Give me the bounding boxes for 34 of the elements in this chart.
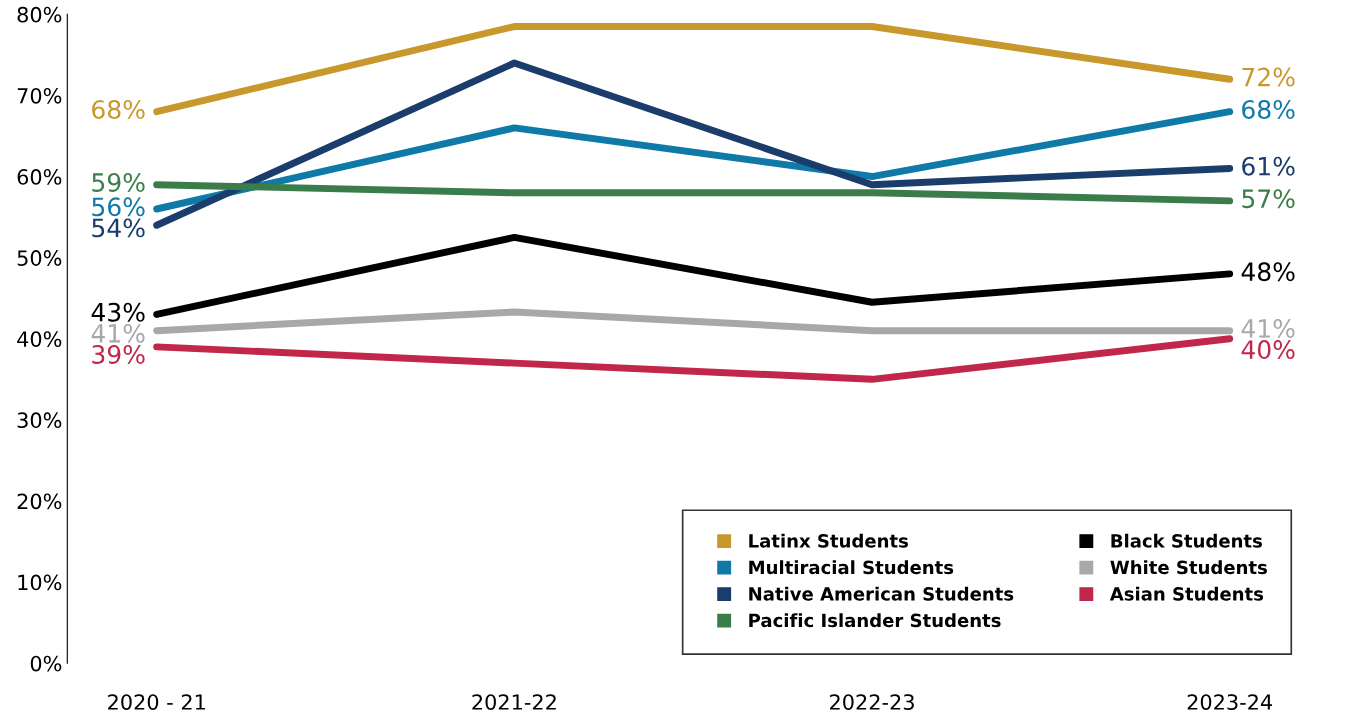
data-label: 57% bbox=[1242, 189, 1295, 209]
legend-label: White Students bbox=[1110, 560, 1267, 575]
y-tick-label: 10% bbox=[18, 574, 62, 591]
data-label: 54% bbox=[92, 218, 145, 238]
legend-label: Latinx Students bbox=[749, 533, 908, 548]
y-tick-label: 60% bbox=[17, 169, 62, 185]
data-label: 68% bbox=[1242, 100, 1295, 119]
y-tick-label: 40% bbox=[17, 331, 62, 347]
data-label: 40% bbox=[1241, 340, 1295, 360]
y-tick-label: 20% bbox=[17, 493, 62, 510]
data-label: 39% bbox=[92, 344, 145, 364]
data-label: 61% bbox=[1242, 156, 1295, 176]
y-tick-label: 80% bbox=[17, 6, 62, 23]
x-tick-label: 2021-22 bbox=[472, 694, 556, 710]
legend-label: Multiracial Students bbox=[749, 560, 954, 575]
data-label: 72% bbox=[1242, 67, 1295, 87]
data-label: 68% bbox=[92, 100, 145, 119]
legend-label: Asian Students bbox=[1109, 586, 1264, 601]
legend-label: Pacific Islander Students bbox=[749, 613, 1001, 628]
data-label: 41% bbox=[1241, 319, 1295, 338]
data-label: 48% bbox=[1241, 262, 1295, 282]
data-label: 41% bbox=[91, 323, 145, 343]
x-tick-label: 2022-23 bbox=[830, 694, 914, 710]
legend-label: Native American Students bbox=[749, 586, 1014, 601]
data-label: 56% bbox=[92, 197, 145, 217]
legend-label: Black Students bbox=[1111, 533, 1262, 548]
y-tick-label: 0% bbox=[30, 655, 62, 672]
y-tick-label: 30% bbox=[17, 412, 62, 429]
y-tick-label: 50% bbox=[17, 250, 62, 266]
y-tick-label: 70% bbox=[17, 87, 62, 104]
x-tick-label: 2020 - 21 bbox=[108, 694, 205, 710]
data-label: 43% bbox=[91, 302, 145, 322]
data-label: 59% bbox=[92, 173, 145, 192]
x-tick-label: 2023-24 bbox=[1187, 694, 1273, 710]
